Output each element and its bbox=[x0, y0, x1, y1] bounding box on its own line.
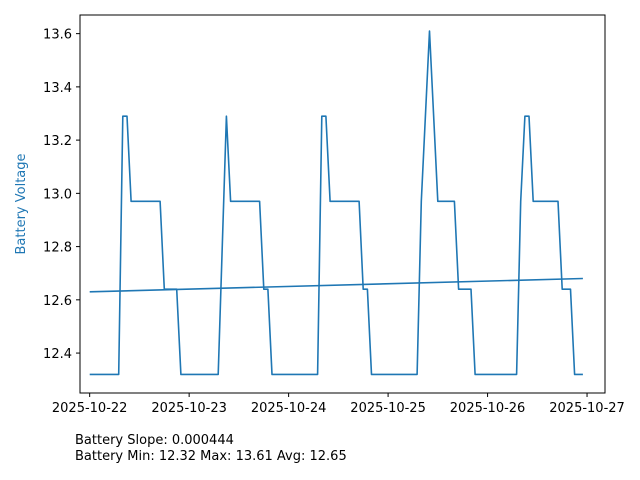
y-tick-label: 13.4 bbox=[43, 81, 72, 96]
series-layer bbox=[89, 30, 583, 376]
y-axis-label: Battery Voltage bbox=[14, 153, 29, 254]
x-tick-label: 2025-10-24 bbox=[251, 401, 327, 416]
x-tick-label: 2025-10-22 bbox=[52, 401, 128, 416]
x-tick-label: 2025-10-25 bbox=[350, 401, 426, 416]
y-axis-ticks: 12.4 12.6 12.8 13.0 13.2 13.4 13.6 bbox=[43, 28, 80, 362]
y-tick-label: 12.4 bbox=[43, 347, 72, 362]
y-tick-label: 12.6 bbox=[43, 294, 72, 309]
y-tick-label: 13.2 bbox=[43, 134, 72, 149]
x-tick-label: 2025-10-23 bbox=[151, 401, 227, 416]
stats-text: Battery Min: 12.32 Max: 13.61 Avg: 12.65 bbox=[75, 449, 347, 464]
slope-text: Battery Slope: 0.000444 bbox=[75, 433, 234, 448]
y-tick-label: 13.6 bbox=[43, 28, 72, 43]
y-tick-label: 12.8 bbox=[43, 241, 72, 256]
x-axis-ticks: 2025-10-22 2025-10-23 2025-10-24 2025-10-25… bbox=[52, 393, 625, 416]
x-tick-label: 2025-10-26 bbox=[450, 401, 526, 416]
y-tick-label: 13.0 bbox=[43, 187, 72, 202]
chart-notes: Battery Slope: 0.000444 Battery Min: 12.… bbox=[75, 433, 347, 465]
x-tick-label: 2025-10-27 bbox=[549, 401, 625, 416]
voltage-series-line bbox=[89, 30, 583, 376]
trend-line bbox=[89, 277, 583, 293]
plot-frame bbox=[79, 14, 606, 394]
